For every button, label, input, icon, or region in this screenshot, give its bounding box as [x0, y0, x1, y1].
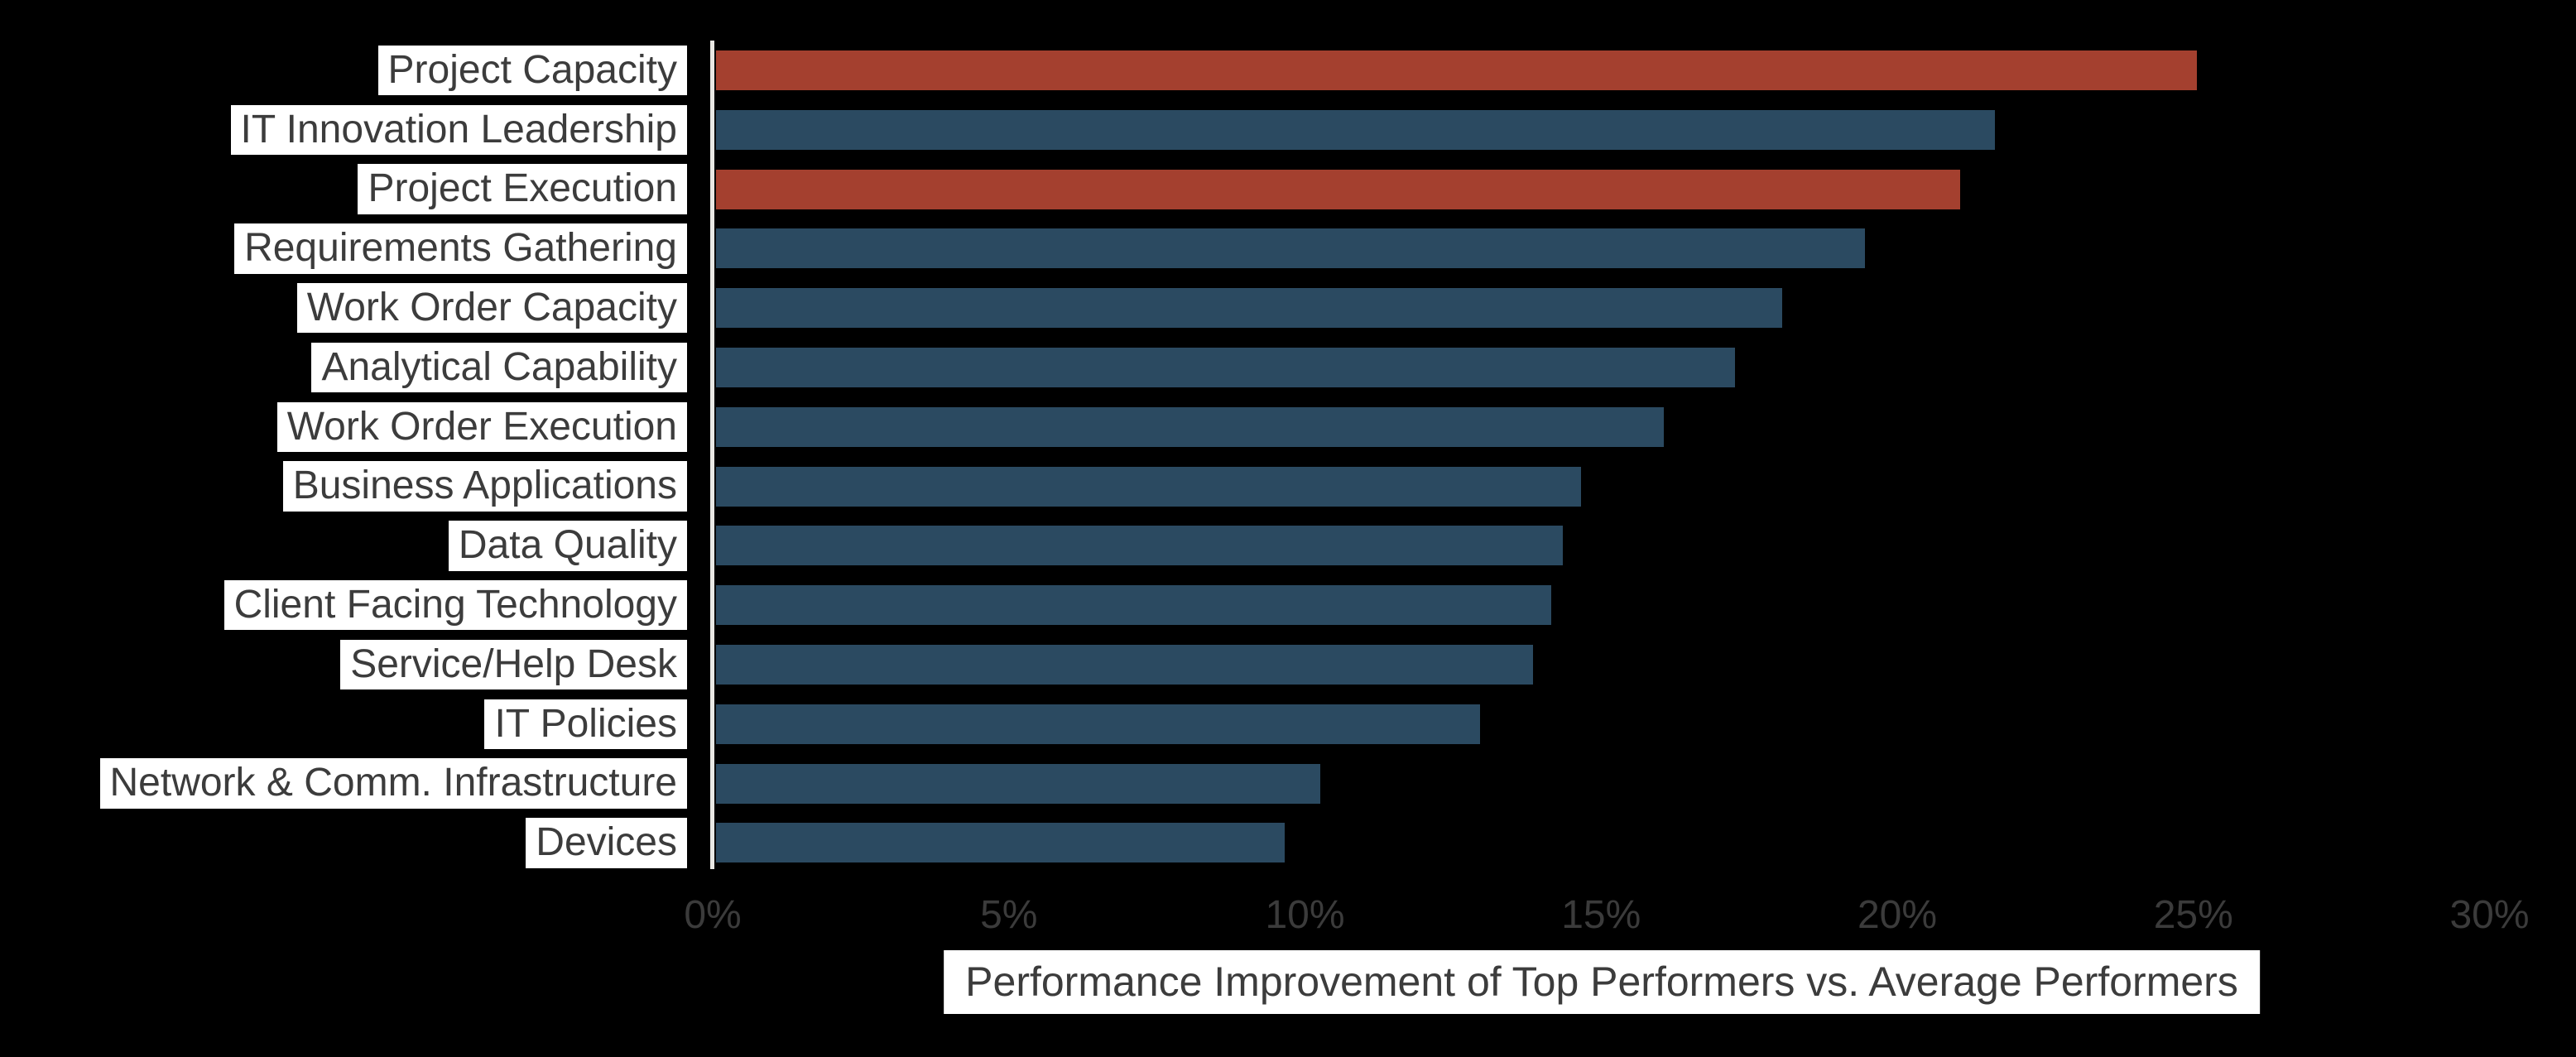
x-tick-label: 0%: [684, 893, 742, 937]
category-label: Work Order Capacity: [296, 282, 687, 334]
x-tick-label: 15%: [1561, 893, 1641, 937]
bar-row: IT Innovation Leadership: [0, 100, 2576, 160]
category-label: Devices: [526, 818, 687, 868]
category-label: Business Applications: [282, 461, 687, 512]
category-label: Work Order Execution: [276, 401, 687, 453]
category-label: Client Facing Technology: [223, 579, 687, 631]
bar: [716, 406, 1664, 447]
category-label: IT Innovation Leadership: [230, 104, 687, 156]
category-label-cell: IT Innovation Leadership: [0, 100, 687, 160]
category-label: Analytical Capability: [311, 342, 687, 393]
bar-row: IT Policies: [0, 694, 2576, 754]
bar: [716, 704, 1480, 744]
category-label-cell: Project Capacity: [0, 41, 687, 100]
bar-row: Work Order Execution: [0, 397, 2576, 457]
category-label-cell: Work Order Capacity: [0, 278, 687, 338]
category-label: Data Quality: [448, 521, 687, 571]
bar: [716, 763, 1320, 804]
bar-row: Data Quality: [0, 516, 2576, 575]
category-label: Service/Help Desk: [340, 639, 687, 690]
category-label-cell: Analytical Capability: [0, 338, 687, 397]
category-label-cell: Requirements Gathering: [0, 219, 687, 278]
bar-row: Service/Help Desk: [0, 635, 2576, 694]
category-label-cell: Network & Comm. Infrastructure: [0, 754, 687, 814]
category-label-cell: IT Policies: [0, 694, 687, 754]
category-label-cell: Data Quality: [0, 516, 687, 575]
x-tick-label: 5%: [980, 893, 1038, 937]
bar: [716, 50, 2197, 90]
bar: [716, 169, 1960, 209]
category-label-cell: Devices: [0, 813, 687, 872]
bar: [716, 288, 1782, 329]
bar: [716, 228, 1866, 269]
bar: [716, 585, 1551, 626]
category-label: Project Execution: [358, 164, 687, 214]
category-label: Project Capacity: [377, 45, 687, 96]
bar-row: Work Order Capacity: [0, 278, 2576, 338]
bar: [716, 109, 1996, 150]
category-label-cell: Service/Help Desk: [0, 635, 687, 694]
x-axis-title: Performance Improvement of Top Performer…: [944, 950, 2260, 1014]
bar-row: Requirements Gathering: [0, 219, 2576, 278]
y-axis-line: [710, 41, 714, 869]
x-tick-label: 30%: [2449, 893, 2530, 937]
category-label: IT Policies: [484, 699, 687, 750]
x-tick-label: 25%: [2153, 893, 2233, 937]
category-label-cell: Work Order Execution: [0, 397, 687, 457]
bar-row: Network & Comm. Infrastructure: [0, 754, 2576, 814]
x-tick-label: 20%: [1857, 893, 1938, 937]
bar: [716, 823, 1285, 863]
category-label: Requirements Gathering: [234, 223, 687, 274]
category-label-cell: Client Facing Technology: [0, 575, 687, 635]
bar: [716, 466, 1581, 507]
bar-row: Devices: [0, 813, 2576, 872]
category-label: Network & Comm. Infrastructure: [99, 758, 687, 809]
bar-row: Business Applications: [0, 457, 2576, 516]
x-tick-label: 10%: [1265, 893, 1345, 937]
bar: [716, 645, 1534, 685]
bar-row: Project Execution: [0, 160, 2576, 219]
bar-row: Project Capacity: [0, 41, 2576, 100]
category-label-cell: Project Execution: [0, 160, 687, 219]
bar-row: Analytical Capability: [0, 338, 2576, 397]
category-label-cell: Business Applications: [0, 457, 687, 516]
bar: [716, 348, 1735, 387]
bar: [716, 526, 1564, 566]
bar-row: Client Facing Technology: [0, 575, 2576, 635]
